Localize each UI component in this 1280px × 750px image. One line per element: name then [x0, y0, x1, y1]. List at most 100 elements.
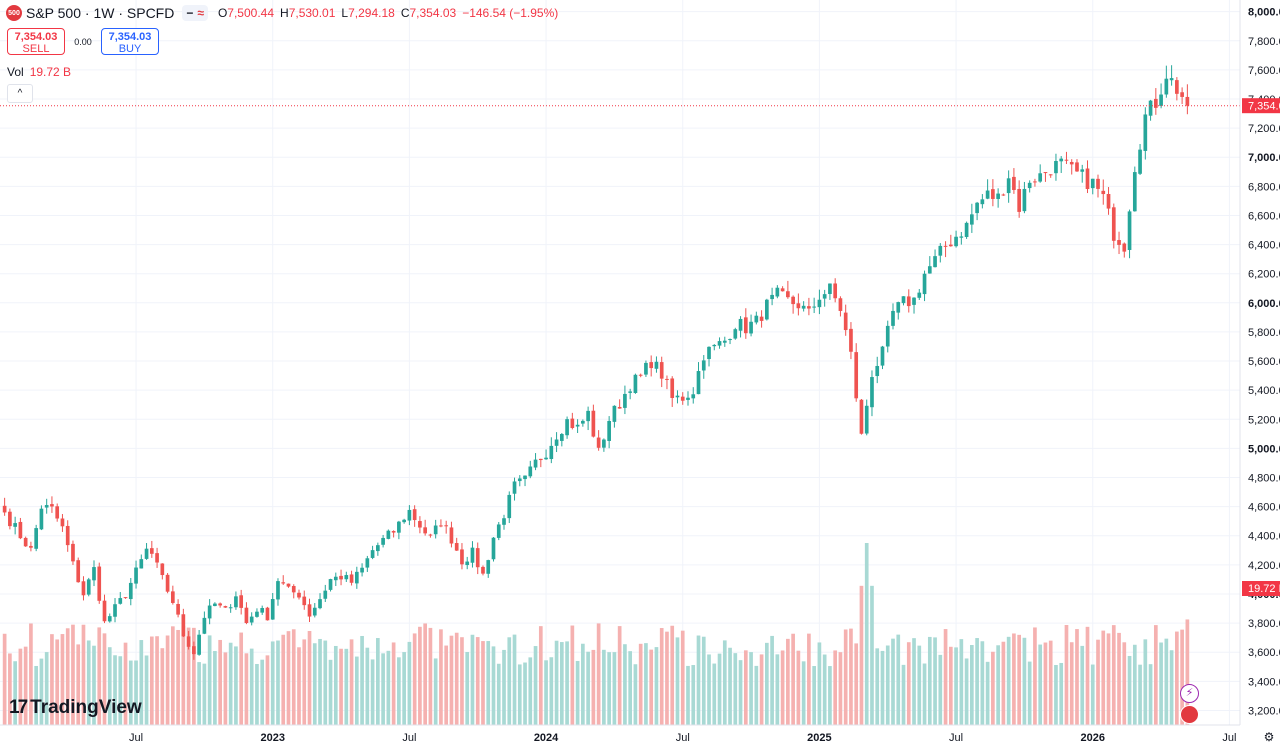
volume-legend[interactable]: Vol 19.72 B [7, 65, 72, 79]
candle-body [870, 377, 874, 408]
candle-body [86, 579, 91, 595]
y-tick-label: 5,400.00 [1248, 385, 1280, 397]
minus-icon[interactable]: − [186, 6, 194, 20]
volume-bar [402, 652, 406, 725]
last-price-tag: 7,354.03 [1242, 98, 1280, 114]
candle-body [192, 646, 196, 655]
price-axis[interactable]: 8,000.007,800.007,600.007,400.007,200.00… [1248, 7, 1280, 718]
gear-icon[interactable]: ⚙ [1263, 730, 1275, 744]
volume-bar [933, 637, 937, 725]
candle-body [659, 362, 664, 379]
ohlc-values: O7,500.44 H7,530.01 L7,294.18 C7,354.03 … [217, 6, 559, 20]
volume-bar [712, 663, 717, 725]
tradingview-logo[interactable]: 17 TradingView [9, 697, 142, 719]
volume-bar [996, 645, 1000, 725]
volume-bar [980, 641, 985, 725]
volume-bar [649, 649, 654, 725]
candle-body [980, 199, 985, 205]
candle-body [475, 548, 480, 568]
candle-body [801, 305, 806, 309]
volume-bar [18, 648, 23, 725]
volume-bar [1180, 629, 1184, 725]
candle-body [1022, 188, 1027, 212]
candle-body [249, 616, 254, 623]
volume-bar [517, 664, 522, 725]
candle-body [507, 494, 512, 519]
collapse-legend-button[interactable]: ^ [7, 84, 33, 103]
volume-bar [349, 639, 354, 725]
candle-body [707, 346, 711, 360]
candle-body [996, 193, 1000, 199]
volume-bar [223, 652, 228, 725]
candle-body [1111, 207, 1116, 241]
candle-body [738, 318, 743, 331]
candle-body [407, 509, 412, 521]
volume-bar [81, 624, 86, 725]
volume-bar [302, 639, 307, 725]
candle-body [864, 405, 869, 434]
compare-pill[interactable]: − ≈ [182, 5, 208, 21]
candle-body [1043, 172, 1048, 174]
volume-bar [286, 631, 291, 725]
volume-bar [943, 629, 948, 725]
volume-bar [581, 643, 585, 725]
volume-bar [812, 666, 816, 725]
approx-icon[interactable]: ≈ [197, 6, 204, 20]
candle-body [1106, 193, 1111, 209]
candle-body [607, 420, 611, 441]
us-flag-icon[interactable] [1180, 705, 1199, 724]
candle-body [1027, 182, 1032, 189]
candle-body [1090, 178, 1095, 189]
volume-bar [386, 650, 391, 725]
volume-bar [1127, 655, 1132, 725]
volume-bar [134, 660, 138, 725]
volume-bar [575, 660, 580, 725]
y-tick-label: 3,200.00 [1248, 705, 1280, 717]
lightning-icon[interactable]: ⚡ [1180, 684, 1199, 703]
x-tick-label: Jul [949, 732, 963, 744]
candle-body [586, 410, 590, 422]
candle-body [302, 596, 307, 606]
volume-bar [44, 652, 49, 725]
candle-body [817, 299, 822, 308]
volume-bar [654, 647, 659, 725]
volume-bar [985, 661, 990, 725]
volume-bar [481, 641, 485, 725]
buy-button[interactable]: 7,354.03 BUY [101, 28, 159, 55]
candle-body [623, 393, 627, 408]
volume-bar [360, 635, 364, 725]
volume-bar [460, 637, 464, 725]
volume-bar [670, 625, 675, 725]
volume-bar [701, 636, 706, 725]
volume-bar [796, 650, 801, 725]
candle-body [796, 303, 801, 309]
candle-body [1185, 96, 1190, 106]
candle-body [565, 419, 569, 436]
candle-body [733, 329, 738, 339]
volume-bar [197, 662, 201, 725]
candle-body [686, 397, 690, 400]
volume-bar [155, 636, 159, 725]
candle-body [528, 466, 533, 477]
volume-bar [1138, 664, 1142, 725]
volume-bar [838, 652, 843, 725]
volume-bar [1159, 642, 1163, 725]
volume-bar [8, 653, 12, 725]
x-tick-label: Jul [1222, 732, 1236, 744]
time-axis[interactable]: Jul 2023 Jul 2024 Jul 2025 Jul 2026 Jul [129, 732, 1236, 744]
volume-bar [1122, 642, 1127, 725]
volume-bar [733, 653, 738, 725]
candle-body [291, 585, 296, 593]
candle-body [402, 519, 406, 523]
candle-body [838, 298, 843, 311]
candle-body [833, 283, 838, 299]
candle-body [602, 439, 606, 448]
candle-body [1001, 194, 1006, 196]
sell-button[interactable]: 7,354.03 SELL [7, 28, 65, 55]
symbol-title[interactable]: S&P 500 · 1W · SPCFD [26, 5, 175, 21]
candle-body [722, 340, 727, 343]
candle-body [149, 548, 154, 554]
last-volume-tag: 19.72 B [1242, 581, 1280, 596]
volume-bar [312, 643, 317, 725]
